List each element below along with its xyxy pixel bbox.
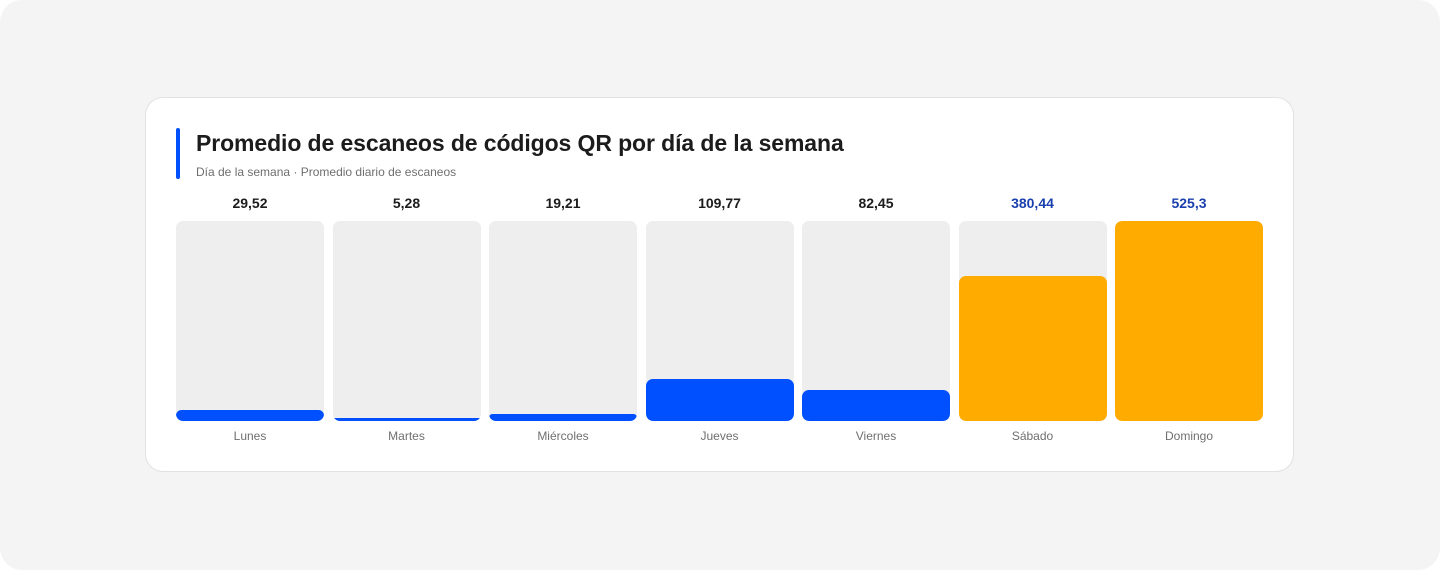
bar-value-label: 5,28 [392,195,421,211]
chart-title: Promedio de escaneos de códigos QR por d… [196,130,844,156]
bar-column: 82,45 Viernes [802,193,950,453]
bar-column: 29,52 Lunes [176,193,324,453]
bar-track [489,221,637,421]
bar [176,410,324,421]
bar-value-label: 525,3 [1171,195,1207,211]
bar-column: 109,77 Jueves [645,193,794,453]
bar-track [958,221,1107,421]
bar [489,414,637,421]
bar-track [802,221,950,421]
bar-value-label: 109,77 [698,195,741,211]
category-label: Miércoles [537,429,589,443]
bar-column: 525,3 Domingo [1115,193,1263,453]
chart-card: Promedio de escaneos de códigos QR por d… [145,97,1294,472]
category-label: Martes [388,429,425,443]
category-label: Domingo [1164,429,1214,443]
bar [802,390,950,421]
bar-value-label: 19,21 [545,195,581,211]
bar [1115,221,1263,421]
category-label: Sábado [1011,429,1054,443]
bar-value-label: 82,45 [858,195,894,211]
bar [645,379,794,421]
bar-column: 19,21 Miércoles [489,193,637,453]
bar-value-label: 380,44 [1011,195,1054,211]
bar-column: 5,28 Martes [332,193,481,453]
category-label: Lunes [233,429,267,443]
title-accent-bar [176,128,180,179]
bar-track [645,221,794,421]
category-label: Jueves [700,429,739,443]
bar-value-label: 29,52 [232,195,268,211]
bar-track [176,221,324,421]
chart-subtitle: Día de la semana · Promedio diario de es… [196,165,457,179]
bar-track [332,221,481,421]
bar [332,418,481,421]
bar-column: 380,44 Sábado [958,193,1107,453]
category-label: Viernes [855,429,897,443]
bar [958,276,1107,421]
bar-chart: 29,52 Lunes 5,28 Martes 19,21 Miércoles 109,77… [176,193,1265,453]
bar-track [1115,221,1263,421]
